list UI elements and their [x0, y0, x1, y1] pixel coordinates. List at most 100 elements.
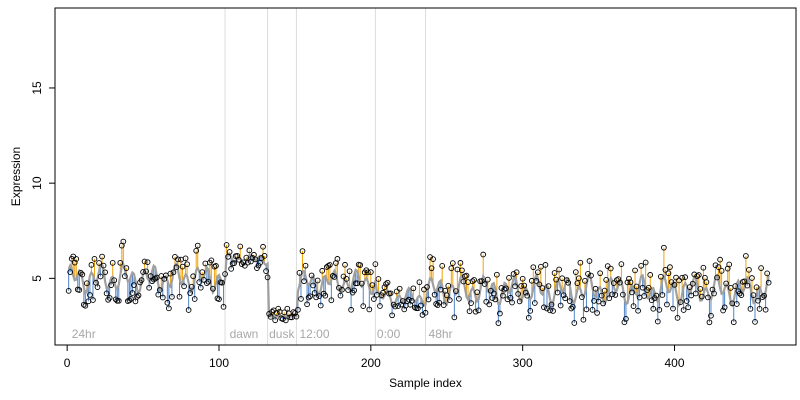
data-point: [504, 296, 511, 303]
data-point: [539, 285, 546, 291]
data-point: [510, 271, 517, 277]
data-point: [187, 290, 193, 296]
data-point: [756, 306, 763, 312]
data-point: [123, 265, 130, 271]
data-point: [330, 273, 336, 279]
data-point: [310, 282, 316, 289]
data-point: [408, 298, 415, 304]
data-point: [159, 294, 166, 301]
data-point: [509, 299, 515, 306]
data-point: [81, 301, 87, 308]
data-point: [367, 269, 374, 275]
data-point: [474, 289, 480, 296]
data-point: [554, 289, 561, 296]
data-point: [196, 279, 203, 285]
data-point: [658, 273, 664, 280]
data-point: [586, 258, 593, 264]
data-point: [314, 277, 321, 284]
data-point: [138, 277, 145, 283]
data-point: [237, 243, 244, 250]
data-point: [308, 272, 315, 279]
data-point: [705, 294, 711, 301]
data-point: [216, 296, 222, 302]
data-point: [334, 256, 341, 262]
phase-label: 48hr: [429, 327, 453, 341]
data-point: [630, 303, 637, 309]
data-point: [463, 272, 470, 279]
data-point: [445, 282, 452, 289]
data-point: [191, 296, 198, 302]
phase-label: dawn: [230, 327, 259, 341]
data-point: [762, 306, 769, 313]
data-point: [685, 304, 692, 311]
data-point: [571, 320, 578, 326]
data-point: [453, 288, 459, 294]
data-point: [91, 256, 98, 262]
data-point: [576, 275, 582, 282]
data-point: [480, 251, 487, 258]
data-point: [665, 270, 672, 277]
data-point: [627, 279, 634, 286]
data-point: [430, 256, 436, 262]
data-point: [146, 284, 152, 291]
data-point: [536, 281, 543, 288]
data-point: [164, 299, 171, 306]
data-point: [103, 290, 110, 297]
data-point: [275, 305, 282, 312]
data-point: [115, 297, 122, 304]
data-point: [661, 244, 667, 251]
data-point: [572, 269, 579, 275]
data-point: [556, 266, 562, 273]
data-point: [193, 247, 200, 254]
data-point: [304, 301, 310, 308]
data-point: [626, 275, 632, 282]
data-point: [449, 260, 456, 266]
data-point: [393, 288, 400, 295]
data-point: [500, 292, 506, 299]
data-point: [267, 313, 274, 320]
data-point: [380, 289, 386, 296]
data-point: [607, 265, 614, 272]
data-point: [738, 292, 745, 298]
data-point: [551, 270, 558, 276]
data-point: [422, 309, 429, 316]
data-point: [102, 269, 108, 276]
data-point: [518, 283, 525, 289]
data-point: [653, 292, 660, 299]
data-point: [305, 294, 312, 301]
data-point: [703, 279, 710, 285]
data-point: [662, 267, 669, 273]
data-point: [296, 269, 303, 276]
data-point: [222, 271, 228, 277]
data-point: [88, 262, 95, 268]
data-point: [689, 280, 696, 287]
y-axis: 5 10 15: [30, 81, 55, 282]
data-point: [255, 262, 262, 269]
data-point: [65, 287, 72, 294]
data-point: [618, 261, 625, 267]
data-point: [425, 296, 432, 303]
data-point: [597, 270, 603, 277]
phase-label: 12:00: [299, 327, 329, 341]
data-point: [635, 307, 641, 314]
data-point: [77, 270, 84, 276]
data-point: [764, 270, 770, 277]
data-point: [700, 264, 707, 271]
data-point: [213, 263, 219, 269]
data-point: [410, 285, 417, 292]
data-point: [609, 291, 616, 298]
data-point: [642, 259, 649, 266]
data-point: [67, 269, 74, 275]
data-point: [620, 291, 626, 298]
data-point: [358, 280, 365, 287]
data-point: [548, 301, 555, 308]
data-point: [203, 280, 210, 287]
data-point: [459, 267, 465, 274]
data-point: [357, 262, 364, 268]
data-point: [129, 290, 136, 296]
phase-labels: 24hr dawn dusk 12:00 0:00 48hr: [72, 327, 453, 341]
data-point: [360, 303, 367, 309]
data-point: [244, 259, 251, 266]
